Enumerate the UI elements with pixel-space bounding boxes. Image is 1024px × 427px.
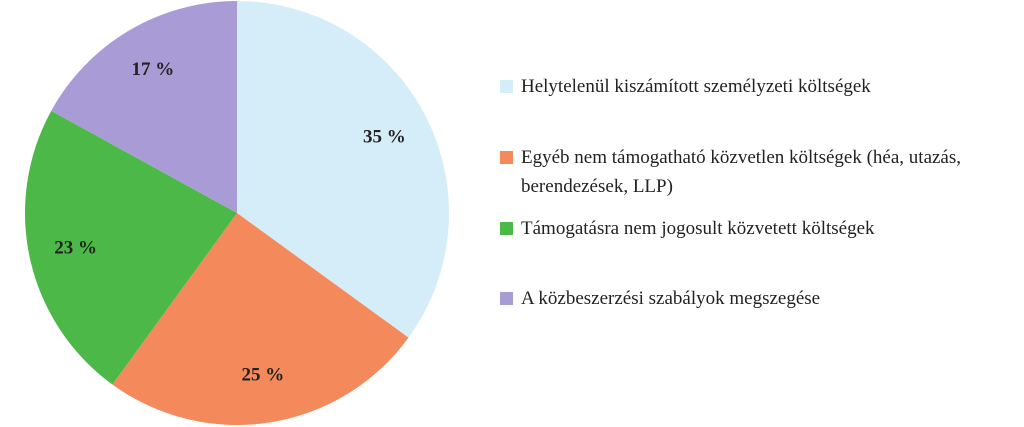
pie-slice xyxy=(51,1,237,213)
legend-label: Támogatásra nem jogosult közvetett költs… xyxy=(521,218,875,239)
legend-swatch xyxy=(500,80,513,93)
legend-item: Egyéb nem támogatható közvetlen költsége… xyxy=(500,143,1000,201)
legend-item: A közbeszerzési szabályok megszegése xyxy=(500,284,1000,313)
data-label: 35 % xyxy=(363,126,406,147)
legend-label: A közbeszerzési szabályok megszegése xyxy=(521,288,821,309)
pie-slice xyxy=(237,1,449,338)
pie: 35 % 25 % 23 % 17 % xyxy=(25,1,449,425)
legend-swatch xyxy=(500,222,513,235)
legend-swatch xyxy=(500,151,513,164)
legend-item: Helytelenül kiszámított személyzeti költ… xyxy=(500,72,1000,101)
data-label: 25 % xyxy=(241,365,284,386)
legend-swatch xyxy=(500,292,513,305)
legend-item: Támogatásra nem jogosult közvetett költs… xyxy=(500,214,1000,243)
legend-label: Helytelenül kiszámított személyzeti költ… xyxy=(521,76,871,97)
data-label: 23 % xyxy=(54,237,97,258)
pie-slice xyxy=(25,110,238,385)
pie-slice xyxy=(112,213,409,425)
legend-label: Egyéb nem támogatható közvetlen költsége… xyxy=(521,147,962,197)
data-label: 17 % xyxy=(131,59,174,80)
